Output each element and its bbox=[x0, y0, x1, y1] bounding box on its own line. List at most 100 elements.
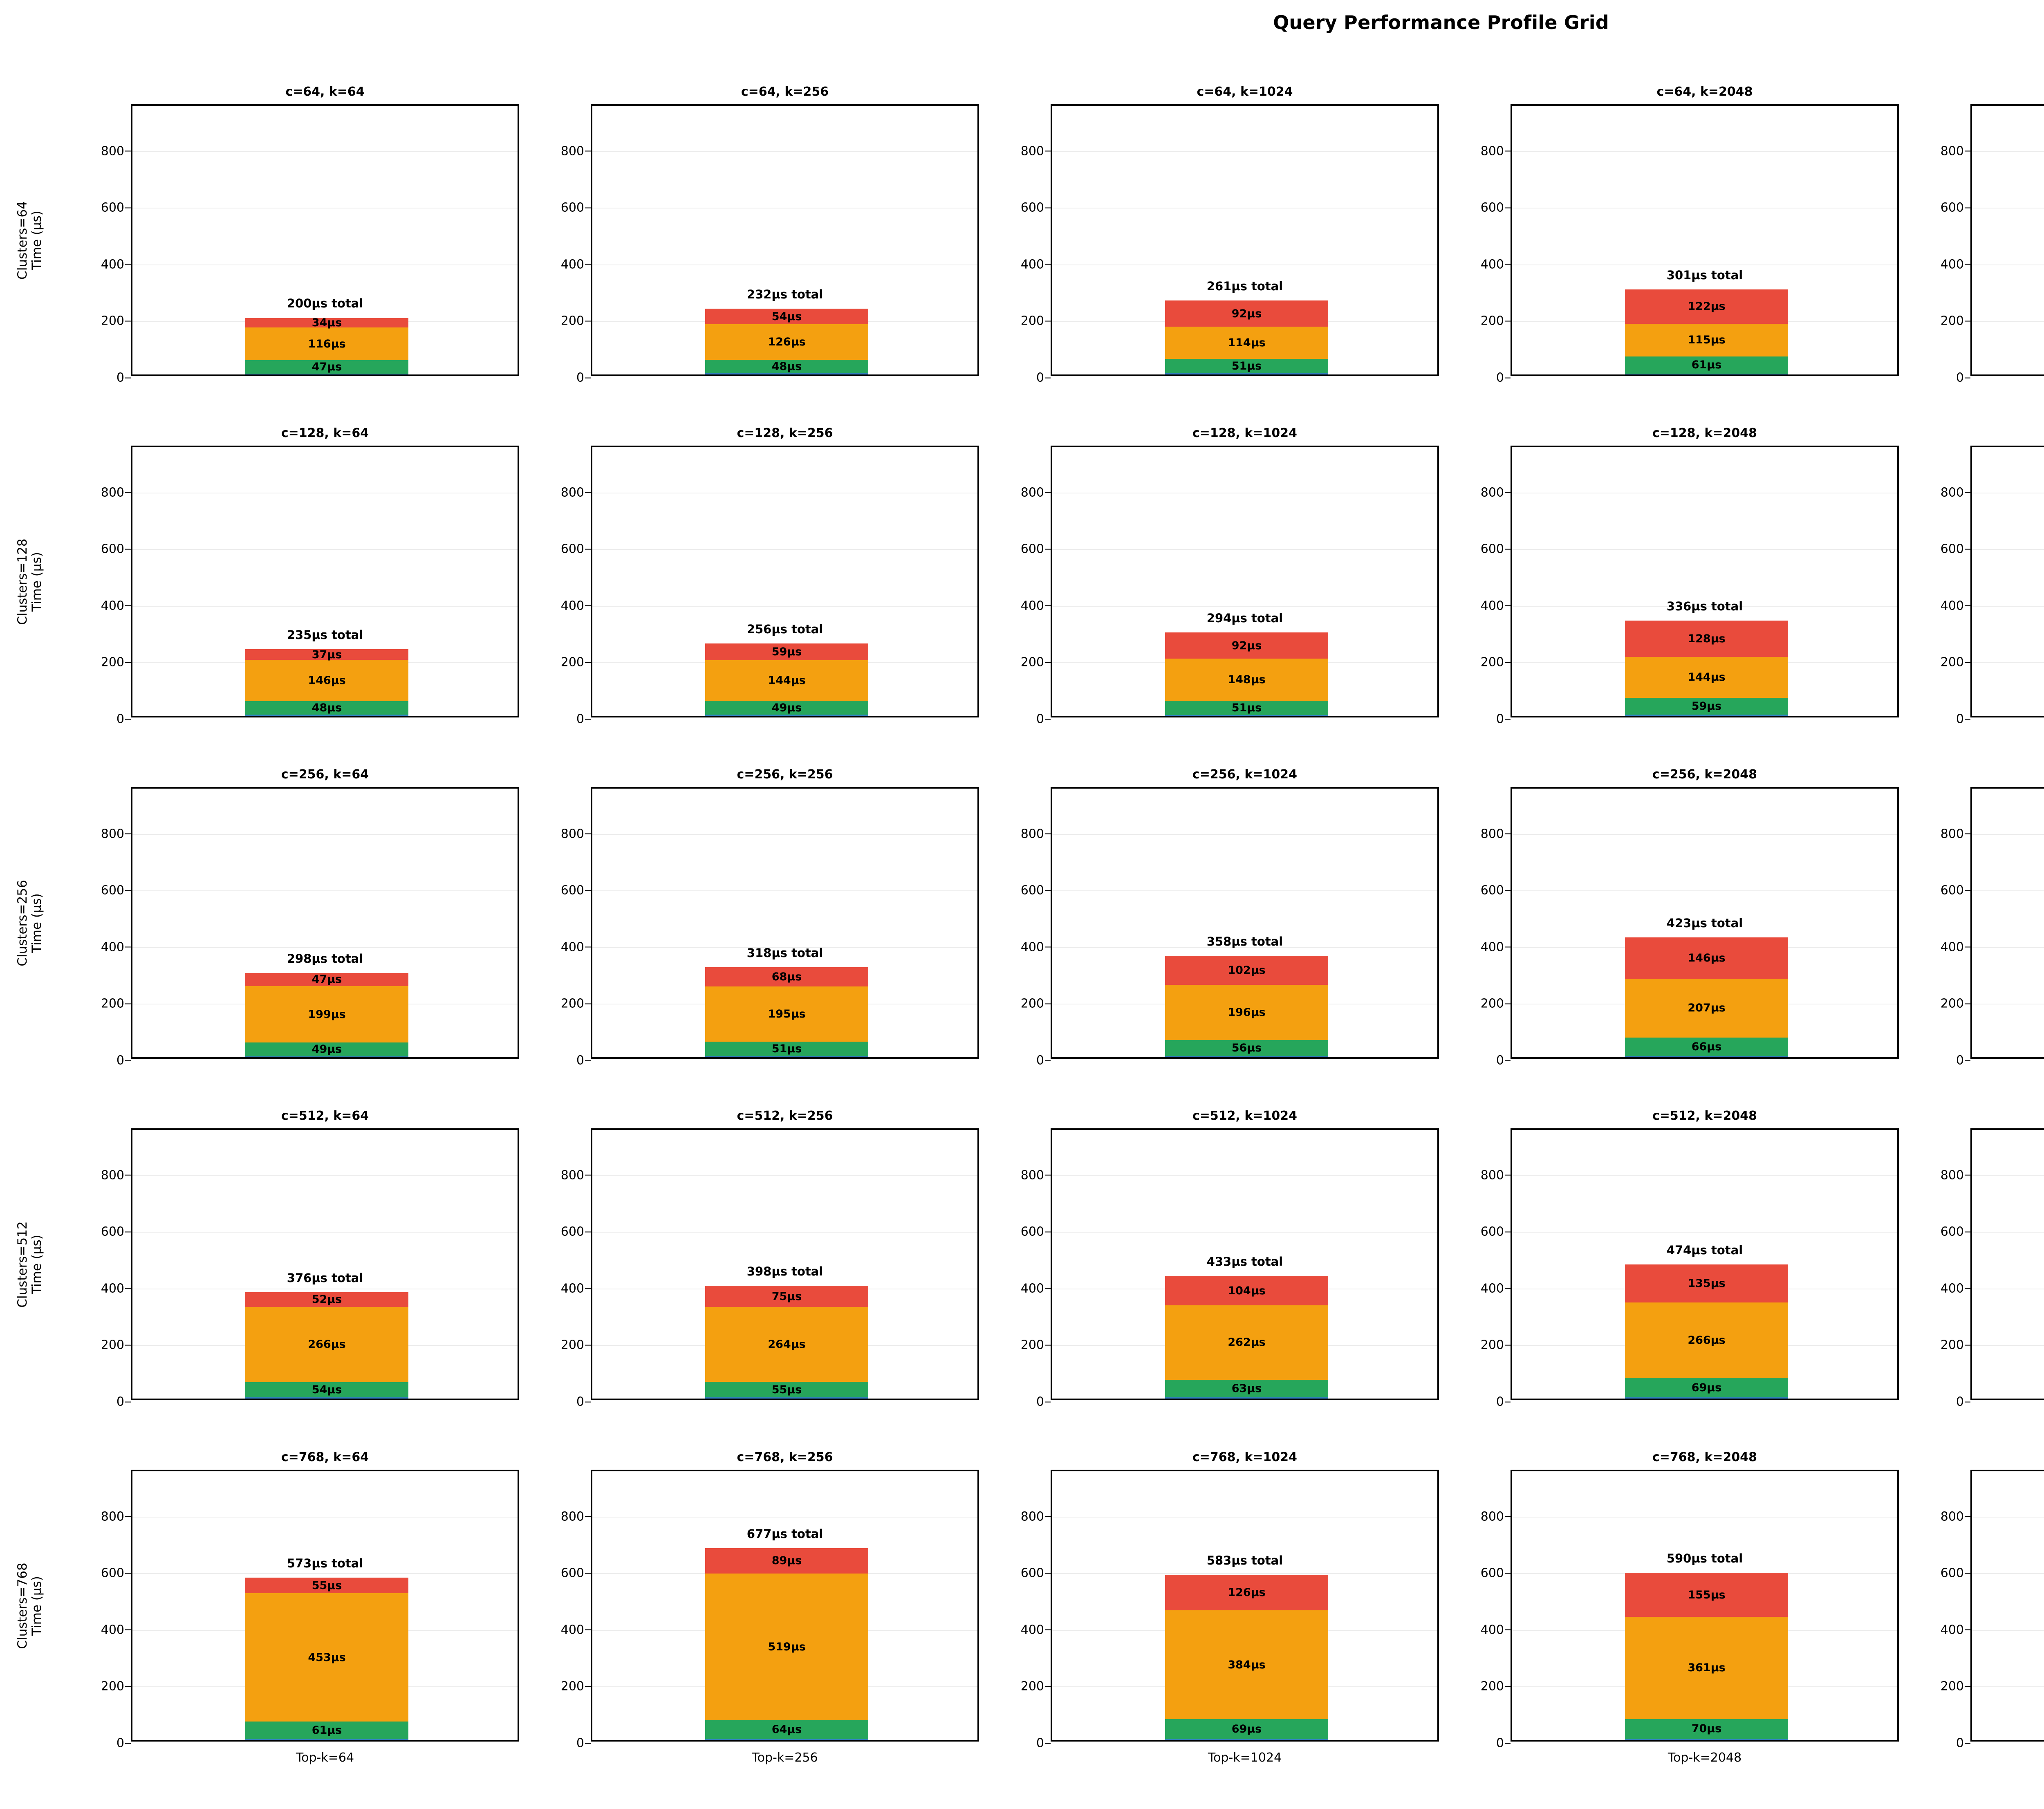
bar-segment[interactable]: 51µs bbox=[705, 1041, 868, 1056]
stacked-bar[interactable]: 54µs 266µs 52µs bbox=[245, 1292, 408, 1399]
bar-segment[interactable]: 48µs bbox=[705, 360, 868, 374]
stacked-bar[interactable]: 47µs 116µs 34µs bbox=[245, 317, 408, 374]
bar-segment[interactable]: 49µs bbox=[705, 701, 868, 715]
stacked-bar[interactable]: 51µs 195µs 68µs bbox=[705, 967, 868, 1057]
bar-segment[interactable]: 51µs bbox=[1165, 700, 1328, 715]
bar-segment[interactable]: 54µs bbox=[245, 1382, 408, 1398]
bar-segment[interactable] bbox=[1625, 714, 1788, 716]
bar-segment[interactable] bbox=[1165, 1056, 1328, 1057]
stacked-bar[interactable]: 48µs 146µs 37µs bbox=[245, 649, 408, 716]
bar-segment[interactable]: 195µs bbox=[705, 986, 868, 1042]
bar-segment[interactable]: 48µs bbox=[245, 701, 408, 715]
bar-segment[interactable]: 126µs bbox=[705, 324, 868, 360]
bar-segment[interactable]: 51µs bbox=[1165, 359, 1328, 374]
bar-segment[interactable]: 384µs bbox=[1165, 1610, 1328, 1719]
bar-segment[interactable]: 92µs bbox=[1165, 300, 1328, 327]
bar-segment[interactable]: 135µs bbox=[1625, 1264, 1788, 1303]
bar-segment[interactable]: 55µs bbox=[245, 1578, 408, 1594]
bar-segment[interactable]: 49µs bbox=[245, 1042, 408, 1056]
bar-segment[interactable] bbox=[1165, 1739, 1328, 1740]
bar-segment[interactable]: 207µs bbox=[1625, 979, 1788, 1038]
bar-segment[interactable] bbox=[1625, 1739, 1788, 1740]
stacked-bar[interactable]: 61µs 115µs 122µs bbox=[1625, 289, 1788, 374]
bar-segment[interactable]: 54µs bbox=[705, 309, 868, 324]
bar-segment[interactable] bbox=[1165, 373, 1328, 374]
bar-segment[interactable]: 69µs bbox=[1165, 1719, 1328, 1739]
bar-segment[interactable]: 34µs bbox=[245, 317, 408, 328]
bar-segment[interactable]: 61µs bbox=[1625, 356, 1788, 374]
bar-segment[interactable]: 47µs bbox=[245, 360, 408, 374]
bar-segment[interactable]: 104µs bbox=[1165, 1276, 1328, 1306]
stacked-bar[interactable]: 51µs 148µs 92µs bbox=[1165, 632, 1328, 716]
bar-segment[interactable]: 75µs bbox=[705, 1286, 868, 1307]
bar-segment[interactable]: 61µs bbox=[245, 1721, 408, 1739]
bar-segment[interactable]: 144µs bbox=[705, 660, 868, 701]
bar-segment[interactable]: 92µs bbox=[1165, 632, 1328, 659]
stacked-bar[interactable]: 61µs 453µs 55µs bbox=[245, 1578, 408, 1740]
bar-segment[interactable] bbox=[705, 1397, 868, 1399]
bar-segment[interactable]: 47µs bbox=[245, 973, 408, 986]
bar-segment[interactable] bbox=[245, 715, 408, 716]
bar-segment[interactable]: 115µs bbox=[1625, 324, 1788, 356]
bar-segment[interactable]: 64µs bbox=[705, 1720, 868, 1739]
stacked-bar[interactable]: 49µs 199µs 47µs bbox=[245, 973, 408, 1057]
y-axis-tick-label: 800 bbox=[561, 827, 592, 841]
bar-segment[interactable] bbox=[705, 373, 868, 374]
bar-segment[interactable]: 155µs bbox=[1625, 1573, 1788, 1617]
bar-segment[interactable]: 266µs bbox=[245, 1307, 408, 1382]
bar-segment[interactable]: 52µs bbox=[245, 1292, 408, 1307]
bar-segment[interactable]: 56µs bbox=[1165, 1040, 1328, 1056]
bar-segment[interactable] bbox=[245, 1397, 408, 1399]
y-axis-tick-label: 800 bbox=[561, 1509, 592, 1524]
stacked-bar[interactable]: 69µs 384µs 126µs bbox=[1165, 1575, 1328, 1740]
bar-segment[interactable]: 264µs bbox=[705, 1307, 868, 1382]
bar-segment[interactable]: 37µs bbox=[245, 649, 408, 660]
bar-segment[interactable]: 122µs bbox=[1625, 289, 1788, 324]
bar-segment[interactable]: 266µs bbox=[1625, 1302, 1788, 1378]
bar-segment[interactable]: 55µs bbox=[705, 1382, 868, 1398]
bar-segment[interactable]: 70µs bbox=[1625, 1719, 1788, 1739]
bar-segment[interactable] bbox=[705, 1738, 868, 1740]
bar-segment[interactable]: 59µs bbox=[1625, 697, 1788, 715]
stacked-bar[interactable]: 49µs 144µs 59µs bbox=[705, 643, 868, 716]
bar-segment[interactable]: 69µs bbox=[1625, 1378, 1788, 1398]
stacked-bar[interactable]: 56µs 196µs 102µs bbox=[1165, 956, 1328, 1057]
bar-segment[interactable]: 519µs bbox=[705, 1573, 868, 1721]
bar-segment[interactable]: 196µs bbox=[1165, 984, 1328, 1040]
bar-segment[interactable]: 126µs bbox=[1165, 1575, 1328, 1611]
stacked-bar[interactable]: 59µs 144µs 128µs bbox=[1625, 621, 1788, 716]
bar-segment[interactable]: 144µs bbox=[1625, 657, 1788, 698]
bar-segment[interactable]: 148µs bbox=[1165, 659, 1328, 701]
bar-segment[interactable]: 114µs bbox=[1165, 326, 1328, 359]
stacked-bar[interactable]: 51µs 114µs 92µs bbox=[1165, 300, 1328, 374]
stacked-bar[interactable]: 48µs 126µs 54µs bbox=[705, 309, 868, 374]
bar-segment[interactable]: 262µs bbox=[1165, 1305, 1328, 1380]
bar-segment[interactable]: 199µs bbox=[245, 986, 408, 1042]
bar-segment[interactable] bbox=[1625, 1056, 1788, 1057]
stacked-bar[interactable]: 69µs 266µs 135µs bbox=[1625, 1264, 1788, 1399]
bar-segment[interactable] bbox=[245, 1056, 408, 1057]
bar-segment[interactable]: 68µs bbox=[705, 967, 868, 986]
bar-segment[interactable]: 59µs bbox=[705, 643, 868, 660]
bar-segment[interactable]: 361µs bbox=[1625, 1616, 1788, 1719]
bar-segment[interactable] bbox=[1165, 1397, 1328, 1399]
bar-segment[interactable] bbox=[1625, 1397, 1788, 1399]
bar-segment[interactable]: 66µs bbox=[1625, 1037, 1788, 1056]
bar-segment[interactable]: 128µs bbox=[1625, 621, 1788, 657]
stacked-bar[interactable]: 66µs 207µs 146µs bbox=[1625, 937, 1788, 1057]
bar-segment[interactable]: 89µs bbox=[705, 1548, 868, 1574]
bar-segment[interactable]: 63µs bbox=[1165, 1379, 1328, 1398]
stacked-bar[interactable]: 70µs 361µs 155µs bbox=[1625, 1573, 1788, 1740]
bar-segment[interactable]: 146µs bbox=[245, 659, 408, 701]
bar-segment[interactable] bbox=[705, 1056, 868, 1057]
bar-segment[interactable]: 146µs bbox=[1625, 937, 1788, 979]
bar-segment[interactable] bbox=[1165, 715, 1328, 716]
stacked-bar[interactable]: 63µs 262µs 104µs bbox=[1165, 1276, 1328, 1399]
bar-segment[interactable]: 102µs bbox=[1165, 956, 1328, 985]
bar-segment[interactable]: 453µs bbox=[245, 1593, 408, 1722]
bar-segment[interactable] bbox=[245, 1739, 408, 1740]
bar-segment[interactable] bbox=[705, 715, 868, 716]
stacked-bar[interactable]: 55µs 264µs 75µs bbox=[705, 1286, 868, 1399]
stacked-bar[interactable]: 64µs 519µs 89µs bbox=[705, 1548, 868, 1740]
bar-segment[interactable]: 116µs bbox=[245, 327, 408, 361]
